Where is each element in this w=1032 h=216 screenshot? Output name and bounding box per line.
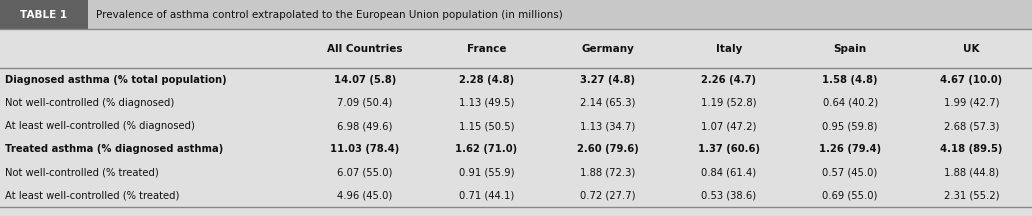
Text: 0.69 (55.0): 0.69 (55.0) bbox=[823, 191, 878, 201]
Text: France: France bbox=[466, 44, 506, 54]
Text: 2.26 (4.7): 2.26 (4.7) bbox=[702, 75, 756, 85]
Text: 1.19 (52.8): 1.19 (52.8) bbox=[701, 98, 756, 108]
Text: 0.71 (44.1): 0.71 (44.1) bbox=[458, 191, 514, 201]
Text: 14.07 (5.8): 14.07 (5.8) bbox=[334, 75, 396, 85]
Text: 2.28 (4.8): 2.28 (4.8) bbox=[459, 75, 514, 85]
Text: 2.60 (79.6): 2.60 (79.6) bbox=[577, 144, 639, 154]
Bar bbox=[0, 0, 88, 29]
Text: UK: UK bbox=[963, 44, 979, 54]
Text: 1.13 (34.7): 1.13 (34.7) bbox=[580, 121, 636, 131]
Text: Germany: Germany bbox=[581, 44, 634, 54]
Text: 2.68 (57.3): 2.68 (57.3) bbox=[943, 121, 999, 131]
Text: Not well-controlled (% treated): Not well-controlled (% treated) bbox=[5, 168, 159, 178]
Text: 1.26 (79.4): 1.26 (79.4) bbox=[819, 144, 881, 154]
Bar bbox=[0, 0, 1032, 29]
Text: 7.09 (50.4): 7.09 (50.4) bbox=[337, 98, 393, 108]
Text: 6.98 (49.6): 6.98 (49.6) bbox=[337, 121, 393, 131]
Text: TABLE 1: TABLE 1 bbox=[21, 10, 67, 20]
Text: 1.07 (47.2): 1.07 (47.2) bbox=[701, 121, 756, 131]
Text: 1.37 (60.6): 1.37 (60.6) bbox=[698, 144, 760, 154]
Text: 0.84 (61.4): 0.84 (61.4) bbox=[702, 168, 756, 178]
Text: Italy: Italy bbox=[715, 44, 742, 54]
Text: All Countries: All Countries bbox=[327, 44, 402, 54]
Text: Prevalence of asthma control extrapolated to the European Union population (in m: Prevalence of asthma control extrapolate… bbox=[96, 10, 562, 20]
Text: 1.88 (44.8): 1.88 (44.8) bbox=[944, 168, 999, 178]
Text: At least well-controlled (% diagnosed): At least well-controlled (% diagnosed) bbox=[5, 121, 195, 131]
Text: Diagnosed asthma (% total population): Diagnosed asthma (% total population) bbox=[5, 75, 227, 85]
Text: 4.96 (45.0): 4.96 (45.0) bbox=[337, 191, 393, 201]
Text: 1.13 (49.5): 1.13 (49.5) bbox=[458, 98, 514, 108]
Text: Not well-controlled (% diagnosed): Not well-controlled (% diagnosed) bbox=[5, 98, 174, 108]
Text: 1.62 (71.0): 1.62 (71.0) bbox=[455, 144, 517, 154]
Text: 0.72 (27.7): 0.72 (27.7) bbox=[580, 191, 636, 201]
Text: At least well-controlled (% treated): At least well-controlled (% treated) bbox=[5, 191, 180, 201]
Text: 11.03 (78.4): 11.03 (78.4) bbox=[330, 144, 399, 154]
Text: 4.18 (89.5): 4.18 (89.5) bbox=[940, 144, 1002, 154]
Text: 6.07 (55.0): 6.07 (55.0) bbox=[337, 168, 393, 178]
Text: 0.95 (59.8): 0.95 (59.8) bbox=[823, 121, 878, 131]
Text: 1.99 (42.7): 1.99 (42.7) bbox=[943, 98, 999, 108]
Text: Treated asthma (% diagnosed asthma): Treated asthma (% diagnosed asthma) bbox=[5, 144, 223, 154]
Text: 2.31 (55.2): 2.31 (55.2) bbox=[943, 191, 999, 201]
Text: 0.57 (45.0): 0.57 (45.0) bbox=[823, 168, 878, 178]
Text: 0.53 (38.6): 0.53 (38.6) bbox=[702, 191, 756, 201]
Text: 0.91 (55.9): 0.91 (55.9) bbox=[458, 168, 514, 178]
Text: 1.58 (4.8): 1.58 (4.8) bbox=[823, 75, 878, 85]
Text: 2.14 (65.3): 2.14 (65.3) bbox=[580, 98, 636, 108]
Text: 1.15 (50.5): 1.15 (50.5) bbox=[458, 121, 514, 131]
Text: 3.27 (4.8): 3.27 (4.8) bbox=[580, 75, 635, 85]
Text: Spain: Spain bbox=[834, 44, 867, 54]
Text: 0.64 (40.2): 0.64 (40.2) bbox=[823, 98, 877, 108]
Text: 4.67 (10.0): 4.67 (10.0) bbox=[940, 75, 1002, 85]
Text: 1.88 (72.3): 1.88 (72.3) bbox=[580, 168, 636, 178]
